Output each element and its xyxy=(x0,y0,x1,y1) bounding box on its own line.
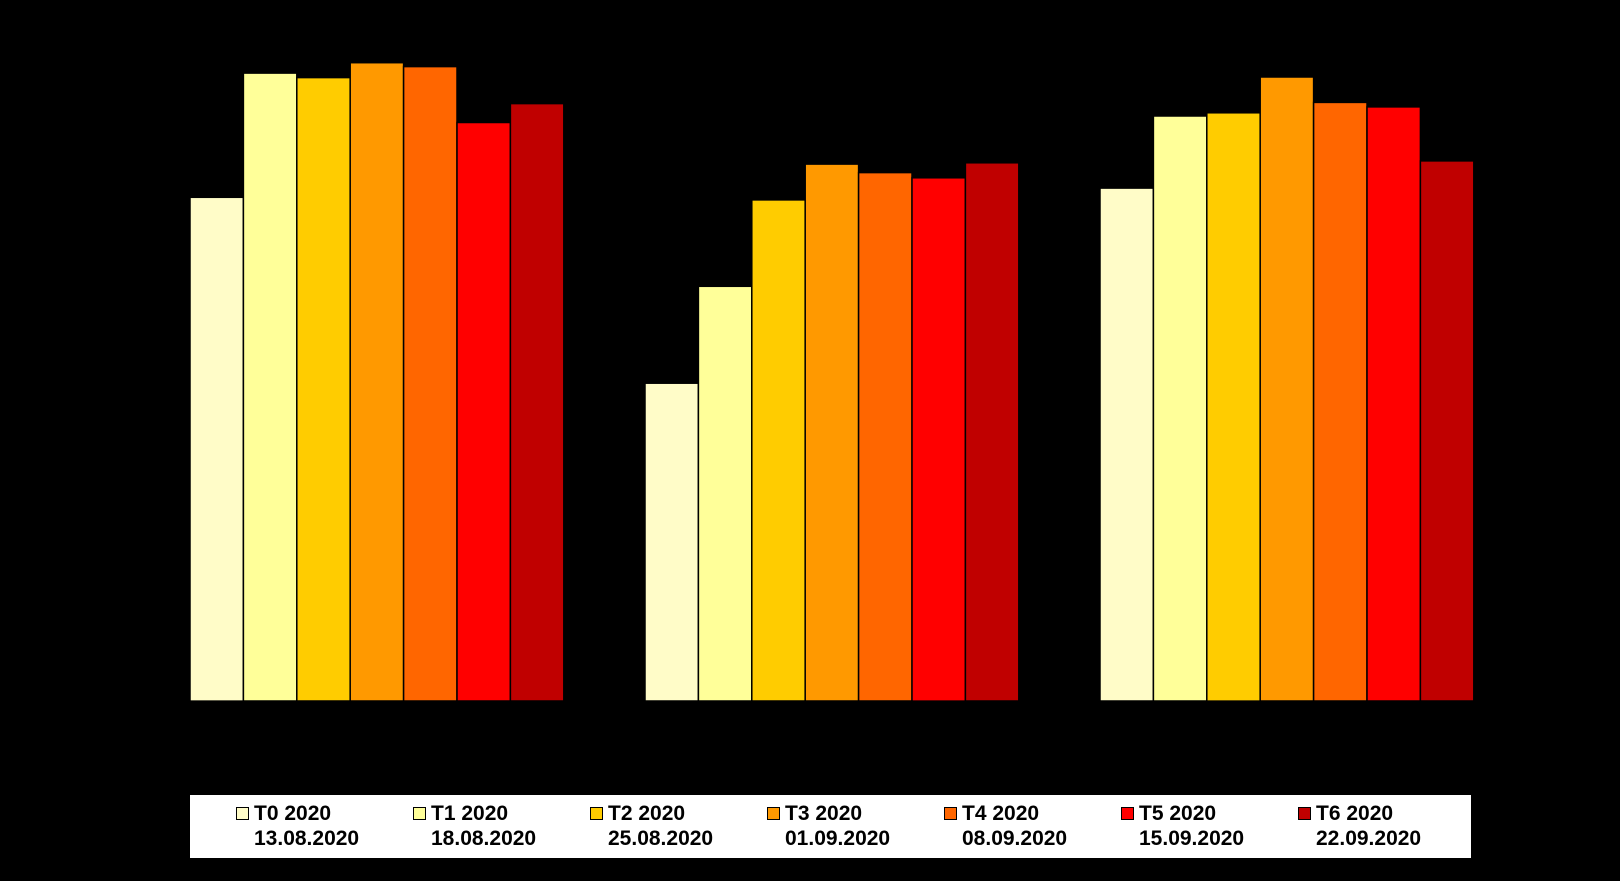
bar-group2-t2 xyxy=(751,199,806,702)
bar-group3-t5 xyxy=(1366,106,1422,702)
bar-group2-t3 xyxy=(804,163,860,702)
legend-date-t0: 13.08.2020 xyxy=(254,827,360,850)
bar-group1-t3 xyxy=(349,61,405,702)
legend-swatch-t0 xyxy=(236,807,249,820)
bar-group3-t0 xyxy=(1099,187,1155,702)
bar-group1-t6 xyxy=(509,102,565,702)
bar-group3-t2 xyxy=(1206,112,1261,702)
legend-item-t5: T5 2020 15.09.2020 xyxy=(1121,801,1298,858)
legend-swatch-t2 xyxy=(590,807,603,820)
bar-chart xyxy=(189,61,1475,702)
legend-date-t1: 18.08.2020 xyxy=(431,827,537,850)
legend-swatch-t6 xyxy=(1298,807,1311,820)
legend-label-t5: T5 2020 xyxy=(1139,802,1217,825)
bar-group3-t3 xyxy=(1259,76,1315,702)
bar-group1-t0 xyxy=(189,196,245,702)
bar-group1-t2 xyxy=(296,76,351,702)
bar-group2-t0 xyxy=(644,382,700,702)
legend-item-t1: T1 2020 18.08.2020 xyxy=(413,801,590,858)
bars-layer xyxy=(189,61,1475,702)
bar-group2-t6 xyxy=(964,162,1020,702)
bar-group3-t1 xyxy=(1152,115,1208,702)
bar-group1-t5 xyxy=(456,121,512,702)
bar-group3-t6 xyxy=(1419,160,1475,702)
legend-label-t3: T3 2020 xyxy=(785,802,863,825)
legend: T0 2020 13.08.2020 T1 2020 18.08.2020 T2… xyxy=(190,795,1471,858)
legend-swatch-t4 xyxy=(944,807,957,820)
legend-date-t6: 22.09.2020 xyxy=(1316,827,1422,850)
legend-swatch-t3 xyxy=(767,807,780,820)
bar-group1-t1 xyxy=(242,72,298,702)
legend-label-t6: T6 2020 xyxy=(1316,802,1394,825)
bar-group2-t5 xyxy=(911,177,967,702)
bar-group2-t1 xyxy=(697,285,753,702)
legend-date-t5: 15.09.2020 xyxy=(1139,827,1245,850)
legend-label-t2: T2 2020 xyxy=(608,802,686,825)
bar-group1-t4 xyxy=(402,65,458,702)
legend-item-t3: T3 2020 01.09.2020 xyxy=(767,801,944,858)
legend-item-t0: T0 2020 13.08.2020 xyxy=(236,801,413,858)
legend-swatch-t5 xyxy=(1121,807,1134,820)
legend-item-t4: T4 2020 08.09.2020 xyxy=(944,801,1121,858)
legend-label-t4: T4 2020 xyxy=(962,802,1040,825)
legend-item-t2: T2 2020 25.08.2020 xyxy=(590,801,767,858)
legend-swatch-t1 xyxy=(413,807,426,820)
legend-item-t6: T6 2020 22.09.2020 xyxy=(1298,801,1475,858)
legend-date-t4: 08.09.2020 xyxy=(962,827,1068,850)
bar-group2-t4 xyxy=(857,171,913,702)
legend-date-t2: 25.08.2020 xyxy=(608,827,714,850)
legend-label-t1: T1 2020 xyxy=(431,802,509,825)
bar-group3-t4 xyxy=(1312,101,1368,702)
legend-date-t3: 01.09.2020 xyxy=(785,827,891,850)
legend-label-t0: T0 2020 xyxy=(254,802,332,825)
